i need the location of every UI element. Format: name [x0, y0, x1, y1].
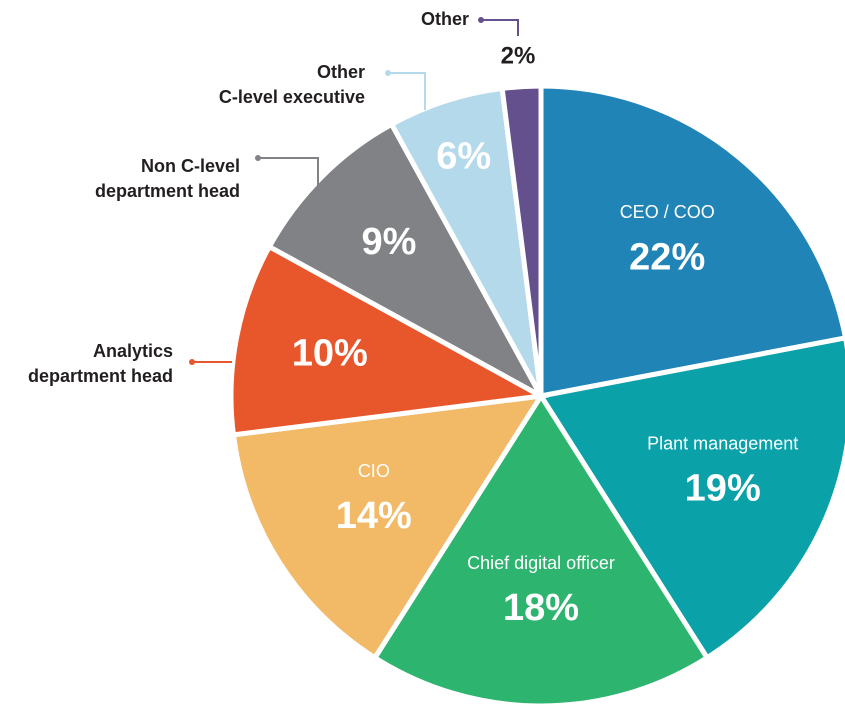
category-label-line: department head — [28, 366, 173, 386]
leader-dot — [478, 17, 484, 23]
pie-slice — [499, 83, 544, 397]
value-label: 19% — [685, 468, 761, 510]
value-label: 6% — [436, 135, 491, 177]
category-label-line: C-level executive — [219, 87, 365, 107]
value-label: 2% — [501, 42, 536, 69]
category-label-line: Analytics — [93, 341, 173, 361]
pie-slice — [536, 335, 845, 662]
pie-slice — [538, 83, 845, 400]
value-label: 18% — [503, 587, 579, 629]
leader-dot — [255, 155, 261, 161]
pie-slice — [230, 392, 546, 662]
leader-line — [388, 72, 426, 110]
leader-line — [481, 19, 519, 36]
value-label: 22% — [629, 236, 705, 278]
category-label: Non C-level department head — [95, 156, 240, 201]
leader-dot — [385, 70, 391, 76]
pie-slice — [265, 120, 548, 403]
pie-slice — [228, 243, 549, 438]
slice-label: CIO — [358, 461, 390, 481]
category-label-line: department head — [95, 181, 240, 201]
slice-label: CEO / COO — [620, 202, 715, 222]
slice-label: Chief digital officer — [467, 553, 615, 573]
category-label: Other — [421, 9, 469, 29]
slice-label: Plant management — [647, 433, 798, 453]
pie-slice — [371, 391, 711, 707]
category-label: Other C-level executive — [219, 62, 365, 107]
leader-line — [258, 157, 319, 196]
category-label-line: Non C-level — [141, 156, 240, 176]
value-label: 14% — [336, 495, 412, 537]
leader-dot — [189, 359, 195, 365]
value-label: 9% — [362, 221, 417, 263]
category-label-line: Other — [317, 62, 365, 82]
value-label: 10% — [292, 333, 368, 375]
category-label: Analytics department head — [28, 341, 173, 386]
